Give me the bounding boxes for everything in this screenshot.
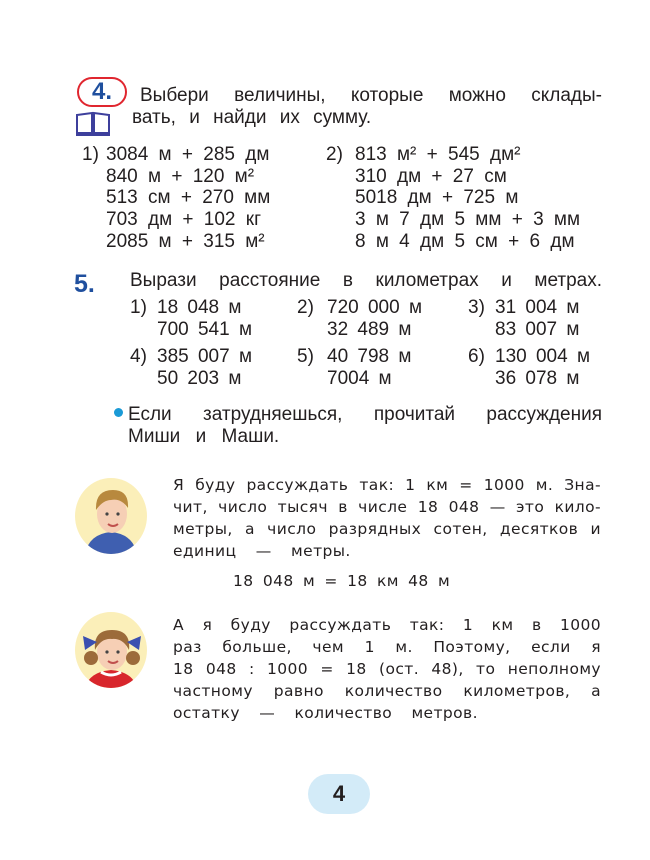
expression: 8 м 4 дм 5 см + 6 дм (355, 231, 575, 252)
expression: 3 м 7 дм 5 мм + 3 мм (355, 209, 581, 230)
speech-line: остатку — количество метров. (173, 704, 478, 722)
speech-line: раз больше, чем 1 м. Поэтому, если я (173, 638, 601, 656)
expression: 703 дм + 102 кг (106, 209, 262, 230)
distance-value: 130 004 м (495, 346, 591, 367)
expression: 310 дм + 27 см (355, 166, 507, 187)
distance-value: 50 203 м (157, 368, 242, 389)
task-4-text-line: вать, и найди их сумму. (132, 107, 372, 128)
item-label: 1) (130, 297, 147, 318)
page-number: 4 (308, 774, 370, 814)
speech-line: чит, число тысяч в числе 18 048 — это ки… (173, 498, 601, 516)
speech-line: частному равно количество километров, а (173, 682, 601, 700)
distance-value: 18 048 м (157, 297, 242, 318)
distance-value: 385 007 м (157, 346, 253, 367)
distance-value: 32 489 м (327, 319, 412, 340)
expression: 3084 м + 285 дм (106, 144, 270, 165)
speech-line: 18 048 : 1000 = 18 (ост. 48), то неполно… (173, 660, 601, 678)
distance-value: 31 004 м (495, 297, 580, 318)
distance-value: 36 078 м (495, 368, 580, 389)
task-5-title: Вырази расстояние в километрах и метрах. (130, 270, 602, 291)
distance-value: 720 000 м (327, 297, 423, 318)
misha-avatar (75, 478, 147, 554)
expression: 840 м + 120 м² (106, 166, 255, 187)
hint-line: Если затрудняешься, прочитай рассуждения (128, 404, 602, 425)
speech-line: А я буду рассуждать так: 1 км в 1000 (173, 616, 601, 634)
task-4-number: 4. (77, 77, 127, 107)
girl-illustration (83, 630, 141, 688)
expression: 513 см + 270 мм (106, 187, 271, 208)
distance-value: 40 798 м (327, 346, 412, 367)
distance-value: 7004 м (327, 368, 392, 389)
speech-line: единиц — метры. (173, 542, 351, 560)
book-icon (76, 111, 110, 136)
expression: 5018 дм + 725 м (355, 187, 519, 208)
task-4-text-line: Выбери величины, которые можно склады- (140, 85, 602, 106)
expression: 2085 м + 315 м² (106, 231, 265, 252)
item-label: 6) (468, 346, 485, 367)
speech-line: Я буду рассуждать так: 1 км = 1000 м. Зн… (173, 476, 601, 494)
speech-line: метры, а число разрядных сотен, десятков… (173, 520, 601, 538)
bullet-icon (114, 408, 123, 417)
item-label: 3) (468, 297, 485, 318)
task-4-col1-label: 1) (82, 144, 99, 165)
distance-value: 83 007 м (495, 319, 580, 340)
expression: 813 м² + 545 дм² (355, 144, 521, 165)
hint-line: Миши и Маши. (128, 426, 280, 447)
task-4-col2-label: 2) (326, 144, 343, 165)
distance-value: 700 541 м (157, 319, 253, 340)
task-5-number: 5. (74, 270, 95, 298)
item-label: 4) (130, 346, 147, 367)
item-label: 5) (297, 346, 314, 367)
masha-avatar (75, 612, 147, 688)
equation: 18 048 м = 18 км 48 м (233, 572, 451, 590)
boy-illustration (85, 490, 137, 554)
item-label: 2) (297, 297, 314, 318)
